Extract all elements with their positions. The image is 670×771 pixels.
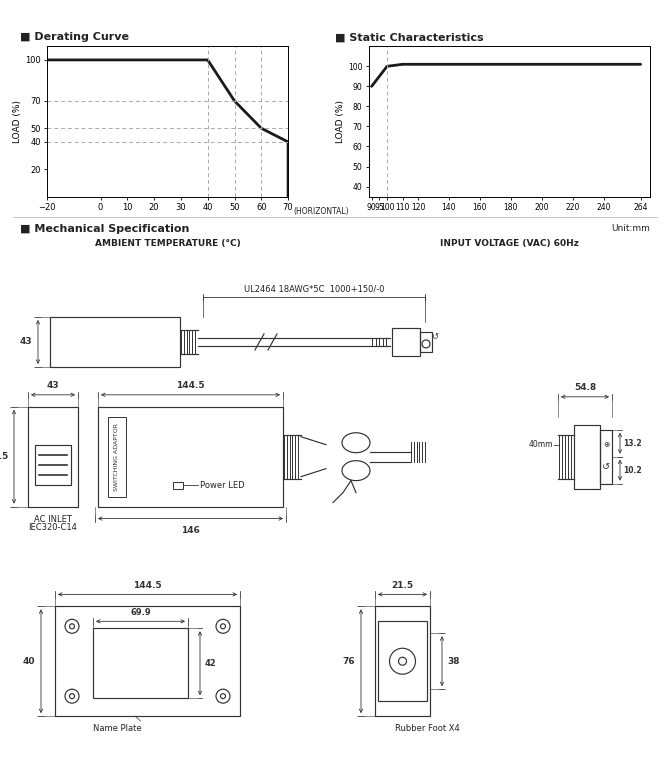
Text: 13.2: 13.2 (624, 439, 642, 448)
Text: 43: 43 (20, 338, 32, 346)
Text: 10.2: 10.2 (624, 466, 642, 475)
Y-axis label: LOAD (%): LOAD (%) (13, 100, 22, 143)
Bar (420, 332, 432, 352)
Text: (HORIZONTAL): (HORIZONTAL) (293, 207, 348, 216)
Bar (574, 425, 600, 489)
Text: ■ Mechanical Specification: ■ Mechanical Specification (20, 224, 190, 234)
Bar (392, 328, 420, 356)
Text: 144.5: 144.5 (133, 581, 162, 590)
Text: ↺: ↺ (602, 463, 610, 473)
Text: 144.5: 144.5 (176, 381, 205, 390)
Text: 40: 40 (23, 657, 36, 665)
Text: INPUT VOLTAGE (VAC) 60Hz: INPUT VOLTAGE (VAC) 60Hz (440, 239, 579, 247)
Bar (93, 628, 188, 699)
Text: AMBIENT TEMPERATURE (°C): AMBIENT TEMPERATURE (°C) (94, 239, 241, 247)
Text: 43: 43 (47, 381, 60, 390)
Text: ■ Static Characteristics: ■ Static Characteristics (335, 32, 484, 42)
Y-axis label: LOAD (%): LOAD (%) (336, 100, 345, 143)
Text: 76: 76 (343, 657, 355, 665)
Text: 146: 146 (181, 526, 200, 535)
Bar (98, 407, 283, 507)
Text: ↺: ↺ (431, 332, 438, 342)
Text: IEC320-C14: IEC320-C14 (29, 523, 78, 531)
Text: AC INLET: AC INLET (34, 514, 72, 524)
Text: 54.8: 54.8 (574, 383, 596, 392)
Text: ■ Derating Curve: ■ Derating Curve (20, 32, 129, 42)
Text: 42: 42 (204, 658, 216, 668)
Text: Unit:mm: Unit:mm (611, 224, 650, 233)
Bar (173, 482, 183, 489)
Bar (28, 407, 78, 507)
Text: ⊕: ⊕ (603, 440, 609, 449)
Text: SWITCHING ADAPTOR: SWITCHING ADAPTOR (115, 423, 119, 490)
Bar (35, 445, 71, 485)
Bar (55, 606, 240, 716)
Bar (375, 606, 430, 716)
Text: UL2464 18AWG*5C  1000+150/-0: UL2464 18AWG*5C 1000+150/-0 (244, 284, 385, 293)
Text: 21.5: 21.5 (391, 581, 413, 590)
Bar (108, 417, 126, 497)
Text: 38: 38 (448, 657, 460, 665)
Bar (600, 429, 612, 483)
Text: 69.9: 69.9 (130, 608, 151, 617)
Text: Rubber Foot X4: Rubber Foot X4 (395, 724, 460, 733)
Text: 40mm: 40mm (529, 440, 553, 449)
Text: Power LED: Power LED (200, 480, 245, 490)
Text: Name Plate: Name Plate (93, 724, 142, 733)
Text: 75.5: 75.5 (0, 452, 9, 461)
Bar (50, 317, 180, 367)
Bar (378, 621, 427, 701)
